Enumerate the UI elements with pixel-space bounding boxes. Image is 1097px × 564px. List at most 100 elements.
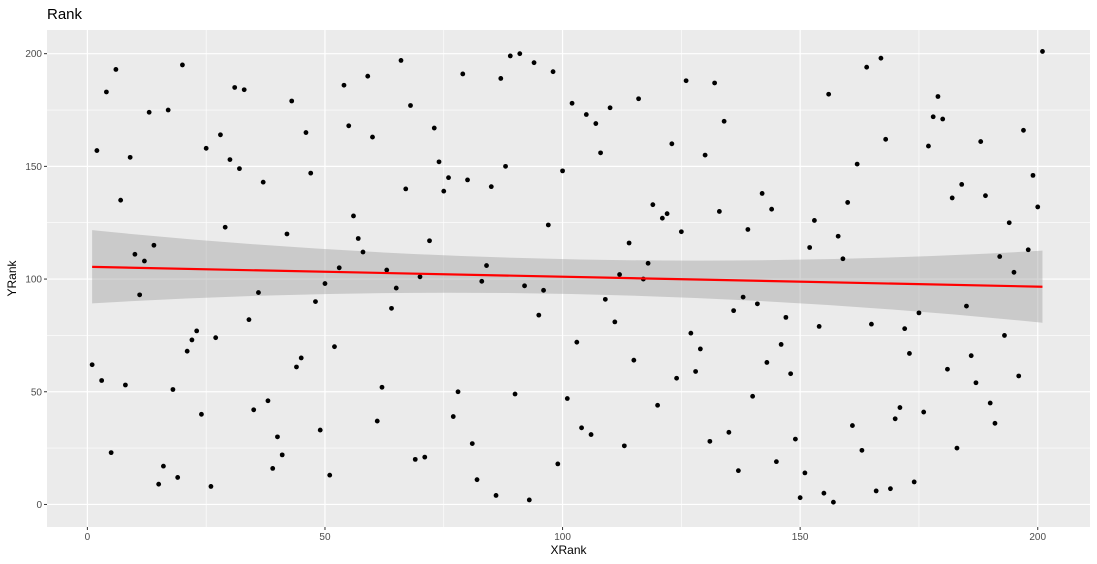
data-point [332,344,337,350]
data-point [545,222,551,228]
data-point [213,335,219,341]
data-point [384,267,390,273]
data-point [664,211,670,217]
data-point [108,450,114,456]
data-point [146,109,152,115]
data-point [469,441,475,447]
data-point [883,136,889,142]
data-point [346,123,352,129]
data-point [246,317,252,323]
x-axis-title: XRank [550,543,587,557]
data-point [992,420,998,426]
data-point [479,278,485,284]
data-point [365,73,371,79]
data-point [892,416,898,422]
data-point [308,170,314,176]
data-point [113,67,119,72]
data-point [973,380,979,386]
grid-major [47,30,1090,527]
data-point [854,161,860,167]
data-point [1030,172,1036,178]
data-point [935,94,941,99]
data-point [626,240,632,246]
data-point [389,305,394,311]
data-point [493,493,499,498]
data-point [275,434,280,440]
data-point [997,254,1003,259]
data-point [408,103,413,108]
data-point [593,121,599,126]
data-point [1021,127,1026,133]
data-point [550,69,556,75]
data-point [284,231,290,237]
data-point [788,371,794,377]
data-point [835,233,841,239]
data-point [978,139,984,144]
data-point [474,477,480,483]
data-point [968,353,974,359]
data-point [232,85,238,90]
data-point [251,407,257,413]
data-point [949,195,955,201]
data-point [417,274,423,280]
data-point [869,321,874,327]
data-point [588,432,594,437]
data-point [930,114,936,120]
data-point [270,465,276,471]
data-point [764,360,770,365]
data-point [103,89,109,95]
data-point [455,389,461,395]
data-point [175,475,181,480]
data-point [498,76,504,81]
data-point [873,488,879,494]
data-point [735,468,741,474]
data-point [484,263,489,268]
data-point [940,116,946,122]
data-point [926,143,931,149]
data-point [655,402,660,408]
data-point [807,245,813,250]
data-point [450,414,456,419]
data-point [864,64,870,70]
data-point [1025,247,1031,253]
data-point [555,461,561,467]
data-point [341,82,347,88]
data-point [674,375,680,381]
data-point [659,215,665,221]
data-point [878,55,884,61]
data-point [303,130,309,135]
data-point [370,134,375,140]
x-tick-label: 200 [1029,532,1046,543]
data-point [921,409,927,415]
data-point [783,314,789,320]
data-point [759,191,765,196]
data-point [137,292,143,298]
data-point [313,299,318,305]
data-point [778,342,784,347]
data-point [99,378,105,383]
data-point [754,301,760,307]
data-point [1016,373,1022,379]
data-point [945,366,950,372]
data-point [189,337,195,343]
data-point [645,260,651,266]
x-tick-label: 0 [85,532,91,543]
data-point [132,251,138,257]
data-point [531,60,537,66]
data-point [180,62,185,68]
data-point [631,357,637,363]
data-point [199,411,204,417]
x-tick-label: 50 [319,532,331,543]
data-point [360,249,366,255]
data-point [427,238,432,244]
data-point [1011,269,1017,275]
data-point [560,168,565,174]
data-point [393,285,399,291]
data-point [569,100,575,106]
data-point [636,96,641,102]
data-point [398,58,404,63]
data-point [289,98,295,104]
data-point [845,200,851,205]
data-point [127,154,133,160]
